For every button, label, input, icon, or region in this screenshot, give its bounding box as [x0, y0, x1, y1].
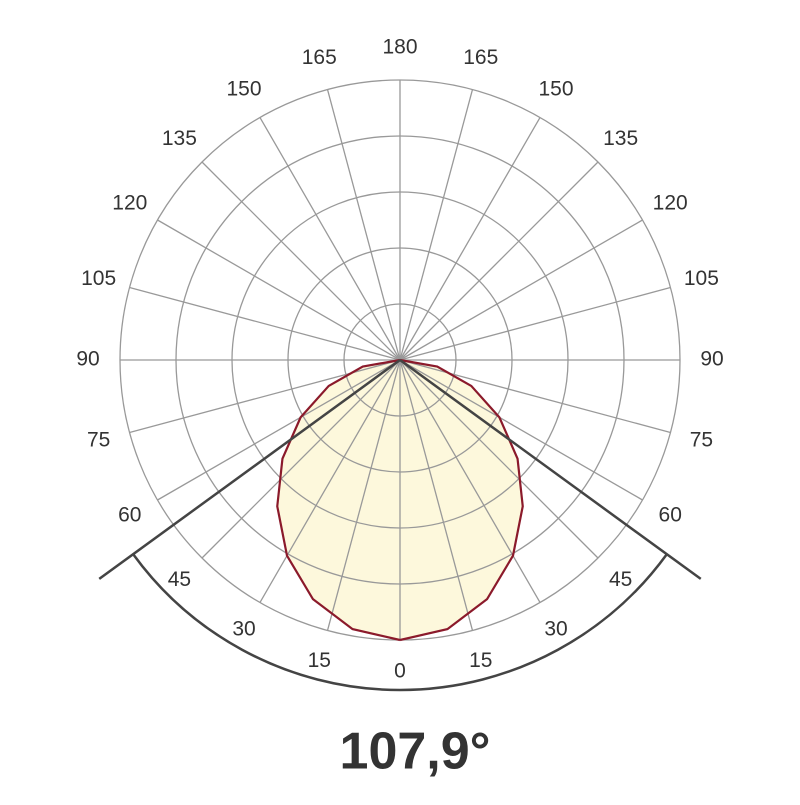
grid-spoke — [399, 219, 643, 361]
angle-label: 105 — [684, 267, 719, 290]
angle-label: 75 — [690, 428, 713, 451]
angle-label: 150 — [226, 77, 261, 100]
grid-spoke — [399, 359, 643, 501]
beam-angle-label: 107,9° — [340, 723, 491, 781]
grid-spoke — [201, 161, 401, 361]
beam-arc — [132, 553, 668, 692]
angle-label: 30 — [544, 618, 567, 641]
curve-right — [399, 358, 524, 642]
grid-spoke — [399, 359, 599, 559]
angle-label: 45 — [168, 568, 191, 591]
angle-label: 165 — [463, 46, 498, 69]
angle-label: 120 — [653, 192, 688, 215]
angle-label: 135 — [162, 127, 197, 150]
grid-spoke — [399, 161, 599, 361]
angle-label: 75 — [87, 428, 110, 451]
grid-spoke — [157, 359, 401, 501]
angle-label: 120 — [112, 192, 147, 215]
grid-spoke — [399, 359, 474, 631]
grid-spoke — [399, 89, 474, 361]
grid-spoke — [259, 359, 401, 603]
grid-spoke — [129, 286, 401, 361]
grid-spoke — [259, 117, 401, 361]
grid-spoke — [399, 286, 671, 361]
angle-label: 30 — [232, 618, 255, 641]
angle-label: 90 — [700, 348, 723, 371]
grid-spoke — [399, 117, 541, 361]
curve-left — [276, 358, 401, 642]
grid-spoke — [326, 89, 401, 361]
grid-spoke — [399, 359, 541, 603]
angle-label: 15 — [308, 649, 331, 672]
angle-label: 45 — [609, 568, 632, 591]
angle-label: 150 — [538, 77, 573, 100]
angle-label: 0 — [394, 660, 406, 683]
grid-spoke — [201, 359, 401, 559]
angle-label: 15 — [469, 649, 492, 672]
angle-label: 105 — [81, 267, 116, 290]
angle-label: 60 — [659, 504, 682, 527]
grid-spoke — [326, 359, 401, 631]
angle-label: 135 — [603, 127, 638, 150]
beam-line — [98, 358, 401, 580]
beam-line — [399, 358, 702, 580]
angle-label: 165 — [302, 46, 337, 69]
grid-spoke — [157, 219, 401, 361]
angle-label: 60 — [118, 504, 141, 527]
angle-label: 90 — [76, 348, 99, 371]
angle-label: 180 — [382, 36, 417, 59]
